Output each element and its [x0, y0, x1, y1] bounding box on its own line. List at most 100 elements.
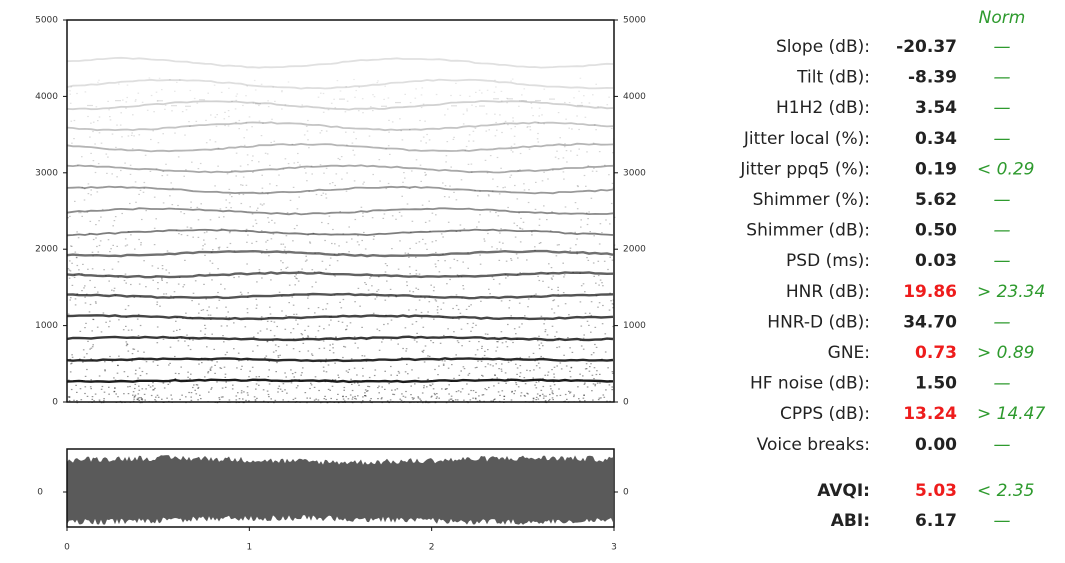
- noise-speckle: [470, 304, 472, 306]
- noise-speckle: [347, 398, 350, 400]
- noise-speckle: [133, 396, 136, 398]
- noise-speckle: [266, 320, 269, 322]
- noise-speckle: [363, 231, 365, 234]
- measure-norm: —: [994, 435, 1011, 455]
- noise-speckle: [266, 390, 269, 392]
- noise-speckle: [334, 184, 336, 187]
- noise-speckle: [332, 347, 334, 349]
- noise-speckle: [583, 334, 585, 336]
- noise-speckle: [502, 242, 504, 244]
- noise-speckle: [301, 334, 304, 336]
- noise-speckle: [284, 246, 286, 248]
- noise-speckle: [535, 399, 537, 401]
- noise-speckle: [280, 243, 282, 245]
- noise-speckle: [587, 165, 589, 167]
- noise-speckle: [345, 370, 348, 372]
- noise-speckle: [491, 190, 494, 192]
- noise-speckle: [478, 221, 480, 223]
- noise-speckle: [510, 174, 513, 176]
- noise-speckle: [153, 389, 155, 391]
- noise-speckle: [260, 230, 263, 232]
- noise-speckle: [597, 274, 600, 277]
- noise-speckle: [606, 400, 608, 402]
- y-tick-label: 0: [623, 488, 629, 498]
- noise-speckle: [377, 80, 379, 82]
- noise-speckle: [138, 399, 141, 401]
- noise-speckle: [378, 349, 381, 351]
- noise-speckle: [576, 238, 578, 240]
- noise-speckle: [436, 309, 439, 311]
- noise-speckle: [422, 136, 425, 138]
- noise-speckle: [551, 392, 554, 394]
- noise-speckle: [107, 156, 109, 158]
- noise-speckle: [551, 278, 553, 280]
- noise-speckle: [303, 134, 306, 136]
- noise-speckle: [590, 197, 593, 199]
- noise-speckle: [240, 184, 242, 186]
- noise-speckle: [602, 394, 605, 396]
- noise-speckle: [321, 260, 324, 262]
- noise-speckle: [135, 201, 137, 203]
- noise-speckle: [529, 129, 532, 131]
- noise-speckle: [255, 298, 258, 300]
- noise-speckle: [166, 174, 169, 176]
- noise-speckle: [592, 262, 595, 264]
- noise-speckle: [571, 128, 573, 130]
- noise-speckle: [447, 108, 449, 110]
- noise-speckle: [442, 236, 444, 238]
- noise-speckle: [242, 176, 245, 178]
- noise-speckle: [476, 226, 478, 228]
- noise-speckle: [79, 212, 82, 214]
- noise-speckle: [208, 306, 210, 308]
- noise-speckle: [322, 340, 325, 342]
- noise-speckle: [145, 361, 148, 363]
- noise-speckle: [97, 81, 99, 83]
- noise-speckle: [92, 121, 95, 123]
- noise-speckle: [400, 399, 403, 401]
- noise-speckle: [292, 186, 295, 188]
- noise-speckle: [79, 388, 82, 390]
- noise-speckle: [245, 399, 247, 401]
- noise-speckle: [74, 304, 77, 306]
- noise-speckle: [558, 244, 560, 246]
- noise-speckle: [604, 351, 607, 353]
- noise-speckle: [254, 399, 257, 401]
- noise-speckle: [220, 367, 223, 369]
- noise-speckle: [190, 392, 193, 394]
- noise-speckle: [190, 201, 192, 203]
- noise-speckle: [369, 277, 371, 279]
- noise-speckle: [277, 391, 279, 393]
- noise-speckle: [583, 383, 586, 385]
- noise-speckle: [506, 346, 509, 348]
- noise-speckle: [217, 291, 219, 294]
- noise-speckle: [252, 171, 254, 173]
- noise-speckle: [489, 155, 492, 157]
- noise-speckle: [252, 350, 254, 352]
- noise-speckle: [208, 391, 210, 393]
- noise-speckle: [190, 373, 192, 375]
- noise-speckle: [156, 394, 159, 396]
- noise-speckle: [596, 382, 599, 384]
- noise-speckle: [532, 115, 534, 117]
- noise-speckle: [362, 112, 364, 114]
- noise-speckle: [153, 111, 155, 113]
- noise-speckle: [353, 78, 355, 81]
- noise-speckle: [304, 392, 307, 394]
- noise-speckle: [158, 77, 161, 79]
- noise-speckle: [538, 218, 541, 220]
- noise-speckle: [348, 226, 350, 228]
- noise-speckle: [227, 311, 229, 313]
- noise-speckle: [594, 383, 597, 385]
- noise-speckle: [84, 386, 87, 388]
- noise-speckle: [570, 366, 573, 368]
- noise-speckle: [317, 307, 320, 309]
- noise-speckle: [510, 80, 512, 82]
- noise-speckle: [79, 330, 82, 332]
- noise-speckle: [475, 391, 477, 393]
- noise-speckle: [436, 396, 438, 398]
- noise-speckle: [496, 248, 498, 250]
- noise-speckle: [557, 305, 560, 307]
- noise-speckle: [412, 291, 415, 293]
- noise-speckle: [331, 385, 334, 387]
- noise-speckle: [378, 276, 380, 278]
